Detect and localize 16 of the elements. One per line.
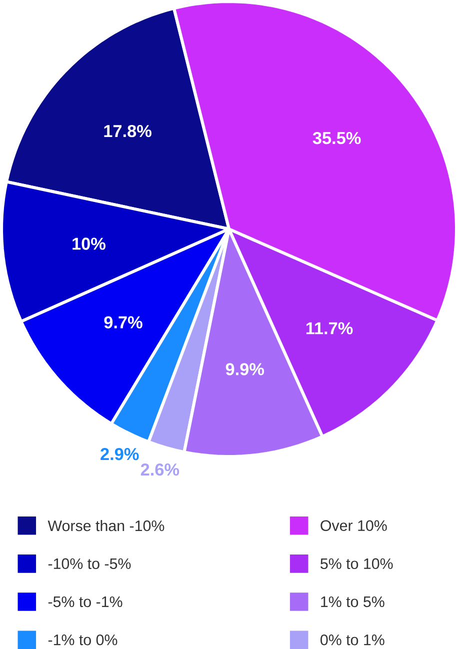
legend-label: Worse than -10% [48, 520, 164, 532]
data-label: 35.5% [312, 132, 361, 144]
data-label: 2.9% [100, 448, 139, 460]
data-label: 9.9% [226, 363, 264, 376]
legend-label: 0% to 1% [320, 634, 384, 646]
legend-label: Over 10% [320, 520, 387, 531]
data-label: 9.7% [104, 316, 142, 328]
data-label: 2.6% [140, 463, 180, 476]
data-label: 17.8% [104, 124, 152, 138]
data-label: 11.7% [306, 322, 353, 334]
legend-label: 5% to 10% [320, 558, 393, 570]
legend-label: -10% to -5% [48, 558, 131, 570]
legend-label: -5% to -1% [48, 596, 122, 608]
legend-label: -1% to 0% [48, 634, 118, 646]
data-label: 10% [72, 238, 106, 250]
legend-label: 1% to 5% [321, 596, 384, 608]
